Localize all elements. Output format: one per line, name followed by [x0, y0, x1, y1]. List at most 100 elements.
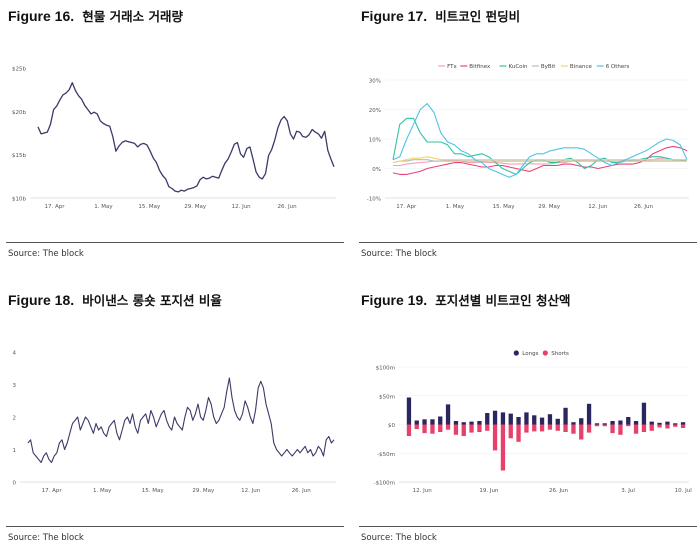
bar-shorts: [524, 424, 529, 433]
figure-19-panel: Figure 19. 포지션별 비트코인 청산액 -$100m -$50m $0 $5…: [359, 290, 697, 550]
x-tick-label: 15. May: [142, 488, 165, 494]
x-tick-label: 26. Jun: [549, 488, 569, 494]
bar-longs: [406, 397, 412, 425]
bar-longs: [547, 414, 553, 425]
y-tick-label: 30%: [369, 79, 381, 85]
y-tick-label: 2: [13, 416, 17, 422]
x-tick-label: 1. May: [94, 204, 113, 210]
bar-shorts: [539, 424, 545, 432]
bar-shorts: [602, 424, 607, 427]
chart-svg: -$100m -$50m $0 $50m $100m 12. Jun 19. Jun 26. …: [374, 350, 693, 494]
bar-longs: [516, 417, 521, 425]
legend-label: ByBit: [541, 64, 556, 70]
bar-longs: [438, 416, 443, 425]
bar-shorts: [430, 424, 435, 434]
chart-svg: $10b $15b $20b $25b 17. Apr 1. May 15. May 29. …: [12, 67, 336, 210]
bar-shorts: [445, 424, 451, 430]
bar-longs: [555, 418, 560, 425]
bar-longs: [414, 420, 419, 425]
bar-shorts: [626, 424, 631, 427]
bar-shorts: [500, 424, 506, 471]
figure-title: Figure 16. 현물 거래소 거래량: [8, 6, 183, 25]
figure-18-panel: Figure 18. 바이낸스 롱숏 포지션 비율 0 1 2 3 4 17. Apr 1.…: [6, 290, 344, 550]
x-tick-label: 17. Apr: [42, 488, 63, 494]
series-line: [27, 377, 335, 464]
bar-shorts: [586, 424, 592, 433]
bar-shorts: [532, 424, 537, 432]
x-tick-label: 12. Jun: [232, 204, 252, 210]
figure-divider: [359, 526, 697, 527]
figure-title: Figure 19. 포지션별 비트코인 청산액: [361, 290, 571, 309]
bar-longs: [453, 421, 459, 425]
bar-shorts: [649, 424, 654, 431]
y-tick-label: 1: [13, 448, 17, 454]
bar-longs: [508, 413, 513, 425]
chart-svg: 0 1 2 3 4 17. Apr 1. May 15. May 29. May 12. Jun 2…: [13, 351, 336, 494]
bar-shorts: [469, 424, 474, 433]
x-tick-label: 1. May: [446, 204, 465, 210]
bar-longs: [485, 413, 490, 425]
figure-16-panel: Figure 16. 현물 거래소 거래량 $10b $15b $20b $25b 17…: [6, 6, 344, 266]
x-tick-label: 15. May: [493, 204, 516, 210]
y-tick-label: $10b: [12, 197, 26, 203]
x-tick-label: 12. Jun: [241, 488, 261, 494]
series-line: [392, 145, 688, 175]
y-tick-label: $50m: [379, 394, 395, 400]
bar-shorts: [618, 424, 623, 435]
bar-longs: [477, 421, 482, 425]
bar-shorts: [673, 424, 678, 427]
bar-shorts: [516, 424, 521, 442]
bar-longs: [618, 420, 623, 425]
x-tick-label: 29. May: [538, 204, 561, 210]
bar-longs: [461, 422, 466, 425]
y-tick-label: $20b: [12, 110, 26, 116]
bar-longs: [626, 417, 631, 425]
y-tick-label: $15b: [12, 153, 26, 159]
bar-shorts: [594, 424, 600, 427]
x-tick-label: 26. Jun: [634, 204, 654, 210]
legend-marker: [513, 350, 519, 356]
bar-longs: [563, 407, 568, 425]
figure-title: Figure 17. 비트코인 펀딩비: [361, 6, 520, 25]
x-tick-label: 17. Apr: [396, 204, 417, 210]
bar-longs: [492, 410, 498, 425]
bar-shorts: [579, 424, 584, 440]
bar-shorts: [665, 424, 670, 429]
y-tick-label: 20%: [369, 108, 381, 114]
figure-name: 바이낸스 롱숏 포지션 비율: [82, 293, 222, 308]
legend-label: Binance: [570, 64, 593, 70]
bar-longs: [657, 422, 662, 425]
x-tick-label: 10. Jul: [675, 488, 693, 494]
series-line: [392, 156, 687, 164]
bar-shorts: [547, 424, 553, 430]
bar-shorts: [414, 424, 419, 430]
bar-shorts: [555, 424, 560, 431]
bar-shorts: [633, 424, 639, 434]
bar-shorts: [485, 424, 490, 431]
bar-shorts: [461, 424, 466, 436]
bar-shorts: [563, 424, 568, 432]
figure-17-panel: Figure 17. 비트코인 펀딩비 -10% 0% 10% 20% 30% 17. A…: [359, 6, 697, 266]
y-tick-label: -$100m: [374, 481, 395, 487]
bar-shorts: [438, 424, 443, 432]
bar-longs: [422, 419, 427, 425]
x-tick-label: 26. Jun: [277, 204, 297, 210]
bar-shorts: [422, 424, 427, 434]
bar-longs: [586, 403, 592, 425]
legend-label: 6 Others: [606, 64, 630, 70]
bar-longs: [524, 412, 529, 425]
legend-label: KuCoin: [509, 64, 529, 70]
source-note: Source: The block: [361, 533, 437, 543]
bar-longs: [680, 422, 686, 425]
bar-shorts: [641, 424, 647, 432]
y-tick-label: 3: [13, 383, 17, 389]
bar-shorts: [610, 424, 615, 434]
source-note: Source: The block: [8, 533, 84, 543]
bar-longs: [649, 421, 654, 425]
bar-longs: [532, 415, 537, 425]
bar-shorts: [657, 424, 662, 428]
chart-svg: -10% 0% 10% 20% 30% 17. Apr 1. May 15. May 29. M…: [367, 64, 689, 210]
legend-label: Bitfinex: [469, 64, 491, 70]
y-tick-label: -10%: [367, 197, 381, 203]
bar-longs: [673, 423, 678, 425]
